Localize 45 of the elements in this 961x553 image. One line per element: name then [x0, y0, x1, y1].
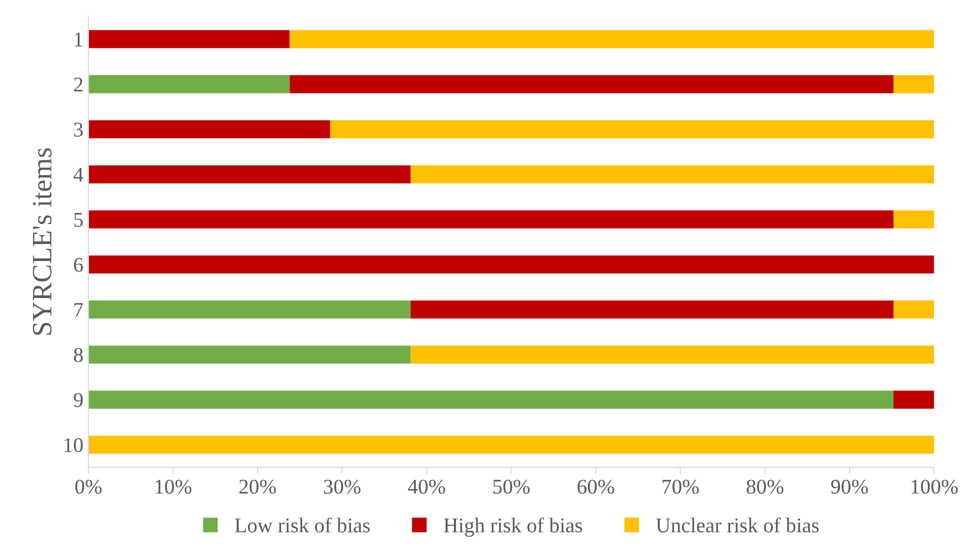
bar — [894, 390, 934, 409]
bar — [88, 165, 411, 184]
y-tick-label: 5 — [74, 212, 83, 227]
bar — [894, 210, 934, 228]
y-tick-label: 3 — [74, 122, 83, 137]
y-tick-label: 10 — [64, 438, 83, 452]
bar — [330, 120, 934, 138]
bar — [290, 75, 894, 94]
bar — [88, 210, 894, 228]
bar — [88, 75, 290, 94]
bar — [410, 165, 934, 184]
bar — [88, 120, 330, 138]
x-tick-label: 10% — [156, 480, 192, 494]
legend-label: Low risk of bias — [234, 518, 370, 532]
x-tick-label: 40% — [408, 480, 446, 494]
x-tick-label: 90% — [831, 480, 868, 494]
bar — [88, 300, 411, 319]
bar — [894, 300, 934, 319]
legend-label: High risk of bias — [444, 518, 582, 537]
x-tick-label: 50% — [493, 480, 530, 494]
bar — [88, 436, 934, 454]
y-tick-label: 6 — [74, 258, 83, 272]
bar — [88, 346, 411, 364]
bar — [410, 300, 894, 319]
bar — [894, 75, 934, 94]
y-axis-title: SYRCLE's items — [32, 148, 52, 335]
x-tick-label: 70% — [662, 480, 699, 494]
y-tick-label: 4 — [74, 168, 84, 182]
y-tick-label: 1 — [74, 32, 82, 46]
y-tick-label: 7 — [74, 303, 83, 317]
x-tick-label: 100% — [912, 480, 958, 494]
x-tick-label: 60% — [578, 480, 614, 494]
x-tick-label: 20% — [239, 480, 276, 494]
x-tick-label: 0% — [75, 480, 102, 494]
y-tick-label: 9 — [74, 393, 83, 408]
bar — [88, 255, 934, 274]
bar — [88, 30, 290, 48]
y-tick-label: 2 — [74, 78, 82, 92]
legend-label: Unclear risk of bias — [656, 518, 819, 532]
bar — [88, 390, 894, 409]
bar — [290, 30, 934, 48]
bar — [410, 346, 934, 364]
x-tick-label: 30% — [324, 480, 360, 494]
y-tick-label: 8 — [74, 348, 83, 362]
x-tick-label: 80% — [746, 480, 784, 494]
